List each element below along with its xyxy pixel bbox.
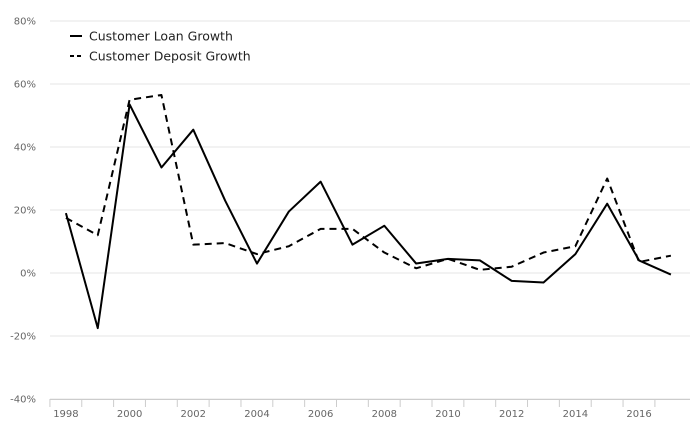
series-line-deposit-growth (65, 94, 672, 271)
legend-label: Customer Loan Growth (89, 29, 233, 44)
y-tick-label: 0% (20, 269, 36, 280)
y-tick-label: 80% (14, 17, 36, 28)
x-tick-label: 2004 (244, 409, 269, 420)
x-tick-label: 2008 (372, 409, 397, 420)
series-line-loan-growth (64, 103, 672, 330)
x-tick-label: 2010 (435, 409, 460, 420)
legend: Customer Loan Growth Customer Deposit Gro… (70, 29, 251, 64)
x-tick-label: 2006 (308, 409, 333, 420)
x-axis: 1998 2000 2002 2004 2006 2008 2010 2012 2014 2016 (49, 399, 690, 420)
y-tick-label: -40% (10, 395, 36, 406)
x-tick-label: 2014 (563, 409, 588, 420)
legend-label: Customer Deposit Growth (89, 49, 251, 64)
y-tick-label: 40% (14, 143, 36, 154)
x-tick-label: 1998 (53, 409, 78, 420)
y-tick-label: 60% (14, 80, 36, 91)
gridlines (50, 20, 690, 400)
y-axis: 80% 60% 40% 20% 0% -20% -40% (10, 17, 36, 406)
x-tick-label: 2016 (626, 409, 651, 420)
y-tick-label: 20% (14, 206, 36, 217)
x-tick-label: 2012 (499, 409, 524, 420)
series-lines (64, 94, 672, 330)
x-tick-label: 2002 (181, 409, 206, 420)
x-tick-label: 2000 (117, 409, 142, 420)
y-tick-label: -20% (10, 332, 36, 343)
